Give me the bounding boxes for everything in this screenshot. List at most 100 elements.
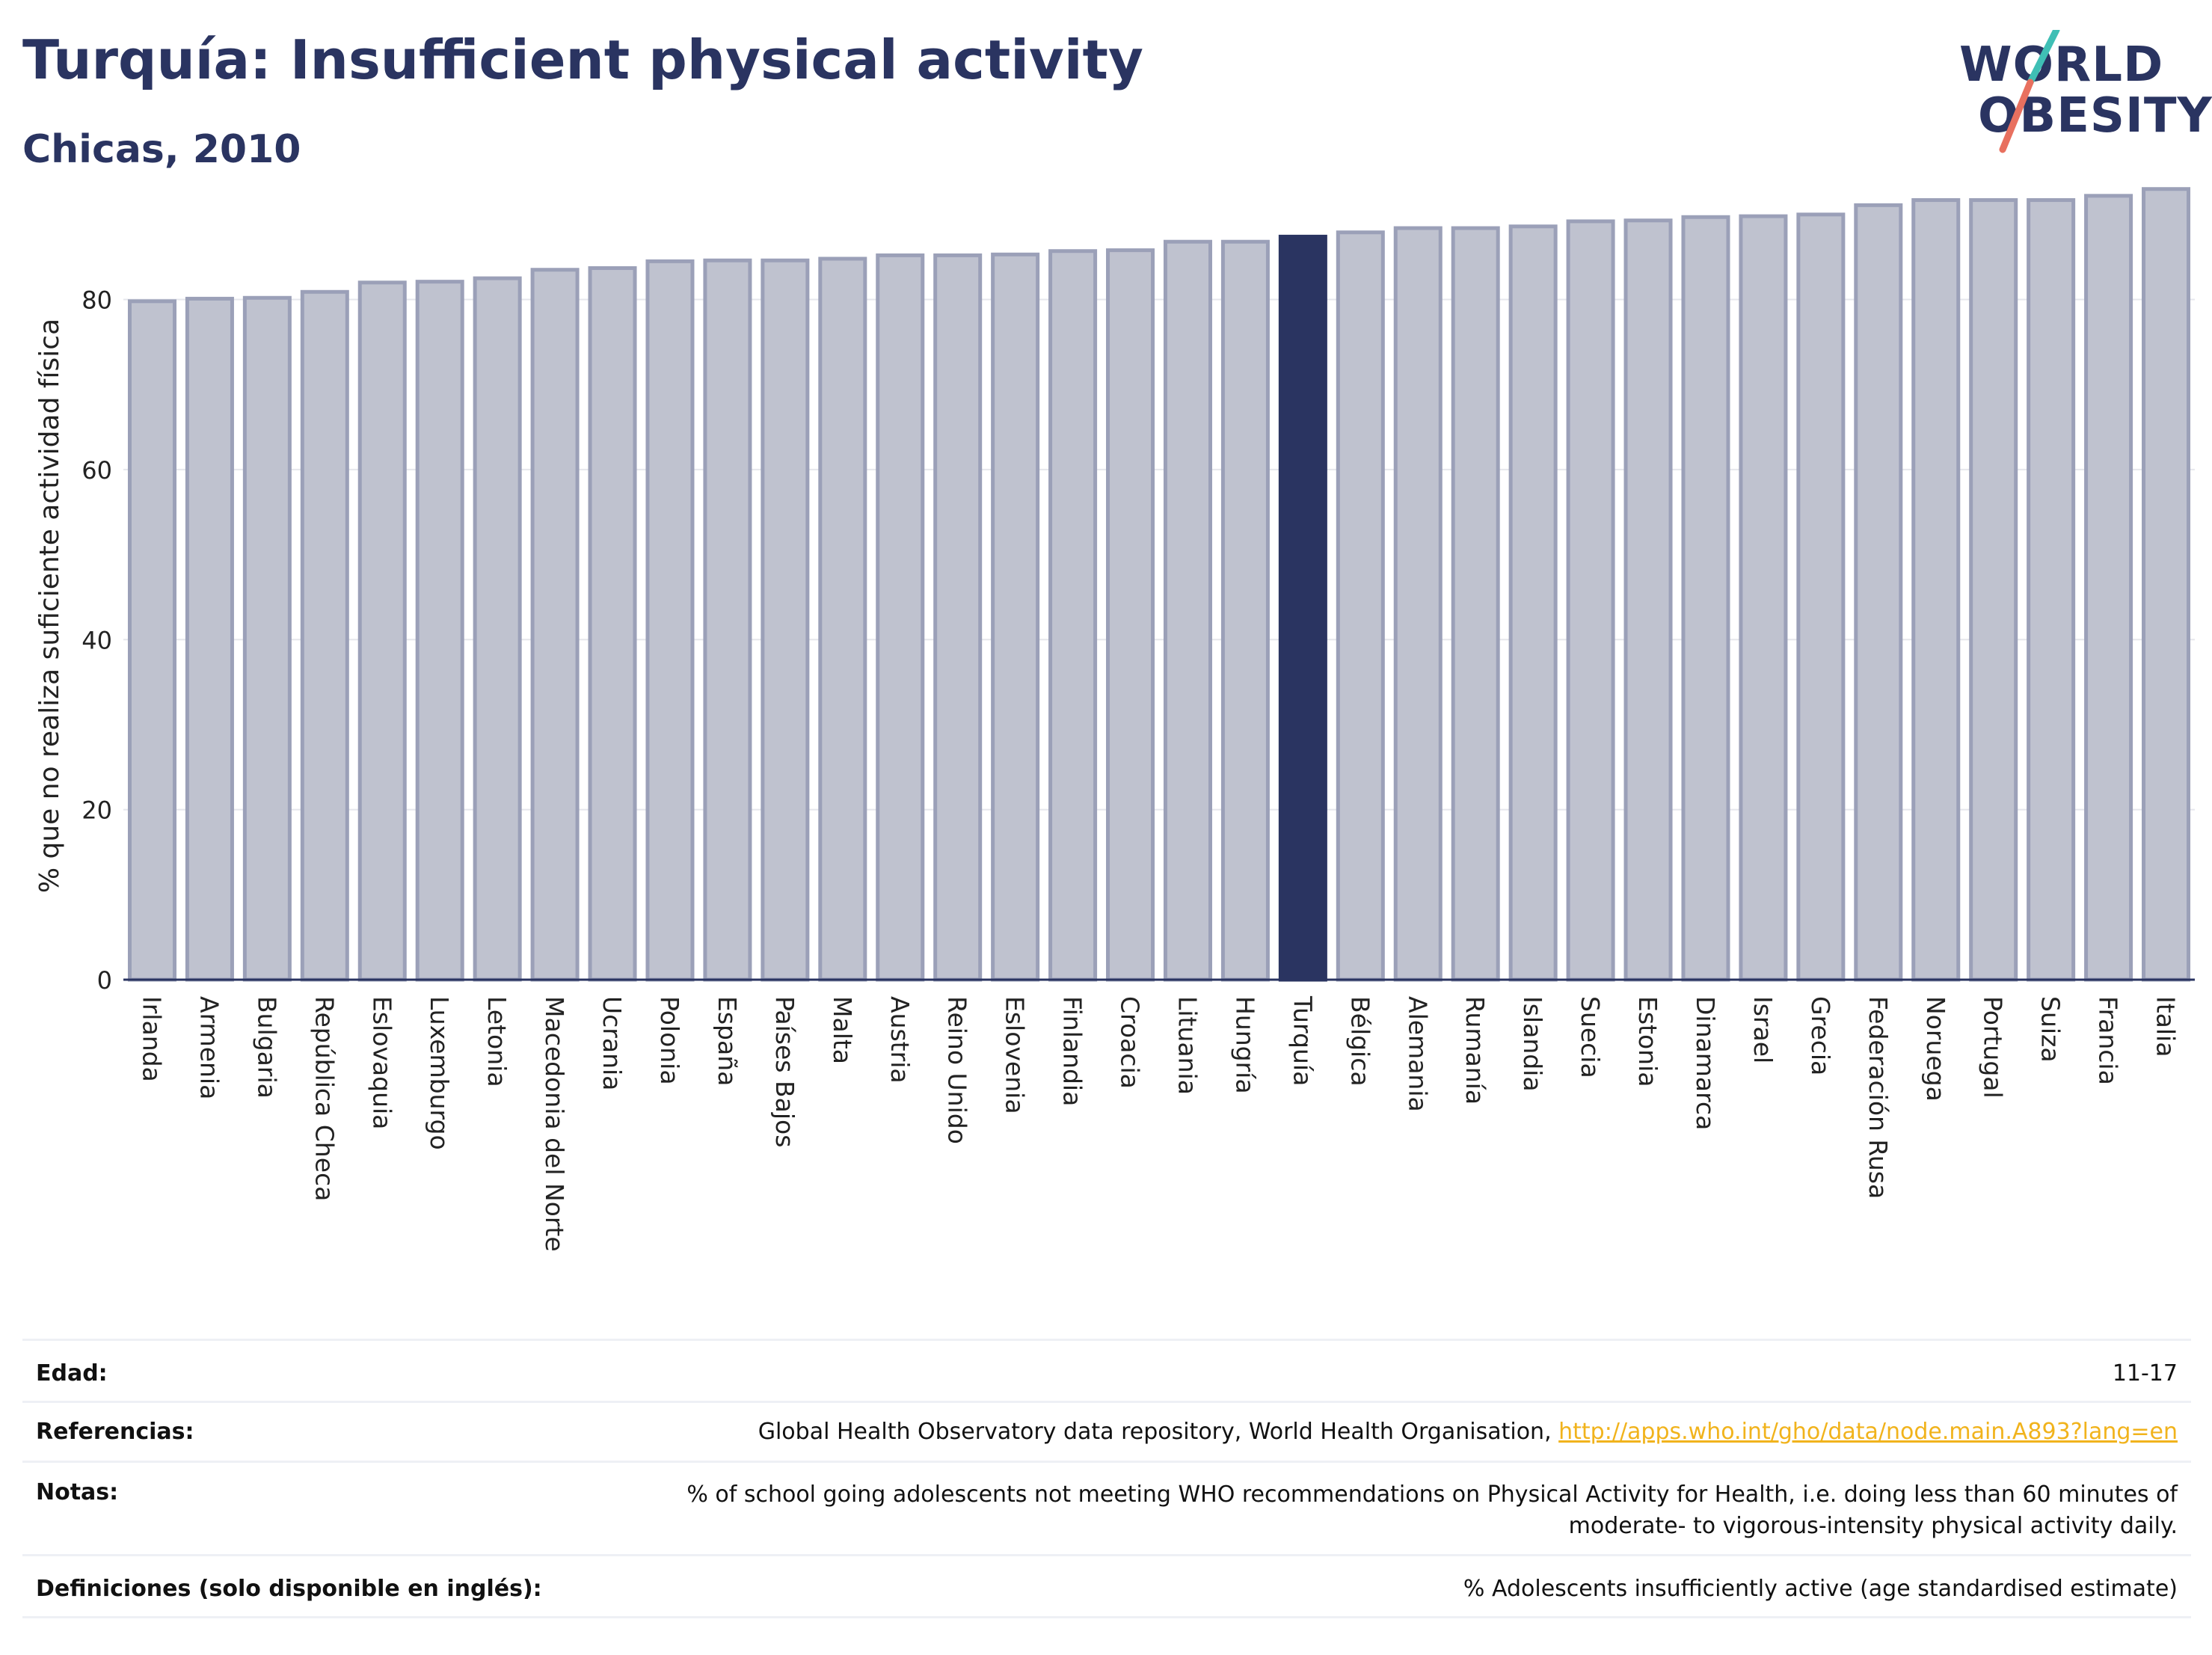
references-label: Referencias: <box>36 1419 194 1445</box>
x-tick-label: Países Bajos <box>770 996 799 1147</box>
x-tick-label: Turquía <box>1288 995 1317 1086</box>
notes-line-1: % of school going adolescents not meetin… <box>686 1481 2178 1508</box>
y-tick-label: 60 <box>82 456 112 485</box>
definitions-label: Definiciones (solo disponible en inglés)… <box>36 1576 542 1602</box>
bar <box>1681 215 1730 982</box>
bar <box>1336 230 1385 982</box>
meta-row-definitions: Definiciones (solo disponible en inglés)… <box>22 1556 2191 1618</box>
x-tick-label: Suecia <box>1576 996 1605 1078</box>
x-tick-label: Dinamarca <box>1691 996 1720 1130</box>
references-value: Global Health Observatory data repositor… <box>758 1419 2178 1445</box>
bar <box>1911 198 1961 982</box>
bar <box>933 253 983 982</box>
bar <box>1566 219 1615 982</box>
x-tick-label: Eslovenia <box>1001 996 1030 1114</box>
y-tick-label: 80 <box>82 286 112 315</box>
bar <box>357 280 407 982</box>
meta-row-references: Referencias: Global Health Observatory d… <box>22 1401 2191 1463</box>
y-tick-label: 20 <box>82 796 112 825</box>
bar <box>1969 198 2018 982</box>
bar <box>1163 239 1212 982</box>
bar <box>1393 226 1443 982</box>
page-title: Turquía: Insufficient physical activity <box>22 28 1143 91</box>
bar <box>991 252 1040 982</box>
x-tick-label: Estonia <box>1633 996 1662 1087</box>
x-tick-label: Irlanda <box>137 996 166 1082</box>
bar <box>415 280 464 982</box>
x-tick-label: Lituania <box>1173 996 1202 1095</box>
x-tick-label: Macedonia del Norte <box>540 996 569 1252</box>
y-tick-label: 0 <box>97 966 112 995</box>
x-tick-label: Grecia <box>1806 996 1835 1075</box>
y-tick-label: 40 <box>82 626 112 654</box>
bar <box>876 253 925 982</box>
definitions-value: % Adolescents insufficiently active (age… <box>1463 1576 2178 1602</box>
bar <box>1220 239 1270 982</box>
bar <box>1106 248 1155 982</box>
bar <box>645 259 695 982</box>
bar <box>703 258 752 982</box>
x-tick-label: Suiza <box>2036 996 2065 1063</box>
bar <box>2084 194 2133 982</box>
world-obesity-logo: WORLD OBESITY <box>1944 30 2212 157</box>
age-label: Edad: <box>36 1360 108 1387</box>
logo-slash-icon <box>1999 30 2060 153</box>
x-tick-label: Noruega <box>1921 996 1950 1102</box>
x-tick-label: Malta <box>828 996 857 1064</box>
x-tick-label: Italia <box>2151 996 2181 1057</box>
bar <box>1048 249 1098 982</box>
y-axis-title: % que no realiza suficiente actividad fí… <box>34 319 65 893</box>
x-tick-label: Polonia <box>655 996 684 1085</box>
x-tick-label: Francia <box>2094 996 2123 1085</box>
references-link[interactable]: http://apps.who.int/gho/data/node.main.A… <box>1558 1419 2178 1445</box>
x-tick-label: Islandia <box>1518 996 1547 1092</box>
x-tick-label: Rumanía <box>1460 996 1490 1105</box>
bar <box>1739 214 1788 982</box>
bar <box>1451 226 1500 982</box>
bar <box>1623 218 1673 982</box>
x-tick-label: Federación Rusa <box>1864 996 1893 1199</box>
x-tick-label: Portugal <box>1979 996 2008 1099</box>
bar <box>127 299 176 982</box>
x-tick-label: Alemania <box>1403 996 1432 1112</box>
x-tick-label: Letonia <box>482 996 511 1087</box>
bar <box>300 289 349 982</box>
logo-line1: WORLD <box>1959 37 2164 93</box>
notes-line-2: moderate- to vigorous-intensity physical… <box>1568 1513 2178 1539</box>
bar <box>1854 203 1903 982</box>
bar <box>2027 198 2076 982</box>
x-tick-label: Austria <box>885 996 915 1084</box>
bar <box>242 295 292 982</box>
x-tick-label: Armenia <box>194 996 224 1099</box>
x-tick-label: Finlandia <box>1058 996 1087 1106</box>
bar <box>1508 224 1558 982</box>
bar <box>2142 187 2191 982</box>
x-tick-label: Ucrania <box>597 996 627 1090</box>
x-tick-label: Croacia <box>1116 996 1145 1089</box>
x-tick-label: República Checa <box>310 996 339 1201</box>
x-tick-label: Hungría <box>1230 996 1259 1094</box>
bar-chart: 0 20 40 60 80 % que no realiza suficiente act… <box>34 187 2195 1252</box>
bar <box>818 257 867 982</box>
notes-value: % of school going adolescents not meetin… <box>686 1479 2178 1542</box>
bar <box>473 276 522 982</box>
bar <box>588 265 637 982</box>
x-tick-label: Reino Unido <box>943 996 972 1144</box>
x-tick-label: Luxemburgo <box>425 996 454 1150</box>
x-tick-label: Israel <box>1748 996 1778 1063</box>
bar <box>530 268 580 982</box>
age-value: 11-17 <box>2112 1360 2178 1387</box>
x-tick-label: Bulgaria <box>252 996 281 1099</box>
meta-row-age: Edad: 11-17 <box>22 1339 2191 1403</box>
bar <box>185 296 234 982</box>
bar <box>1796 212 1846 982</box>
meta-row-notes: Notas: % of school going adolescents not… <box>22 1463 2191 1556</box>
bar <box>761 258 810 982</box>
references-text: Global Health Observatory data repositor… <box>758 1419 1559 1445</box>
x-tick-label: España <box>713 996 742 1086</box>
x-tick-label: Bélgica <box>1345 996 1374 1087</box>
bar <box>1278 234 1327 982</box>
x-tick-label: Eslovaquia <box>367 996 396 1129</box>
notes-label: Notas: <box>36 1479 119 1505</box>
page-subtitle: Chicas, 2010 <box>22 127 301 172</box>
